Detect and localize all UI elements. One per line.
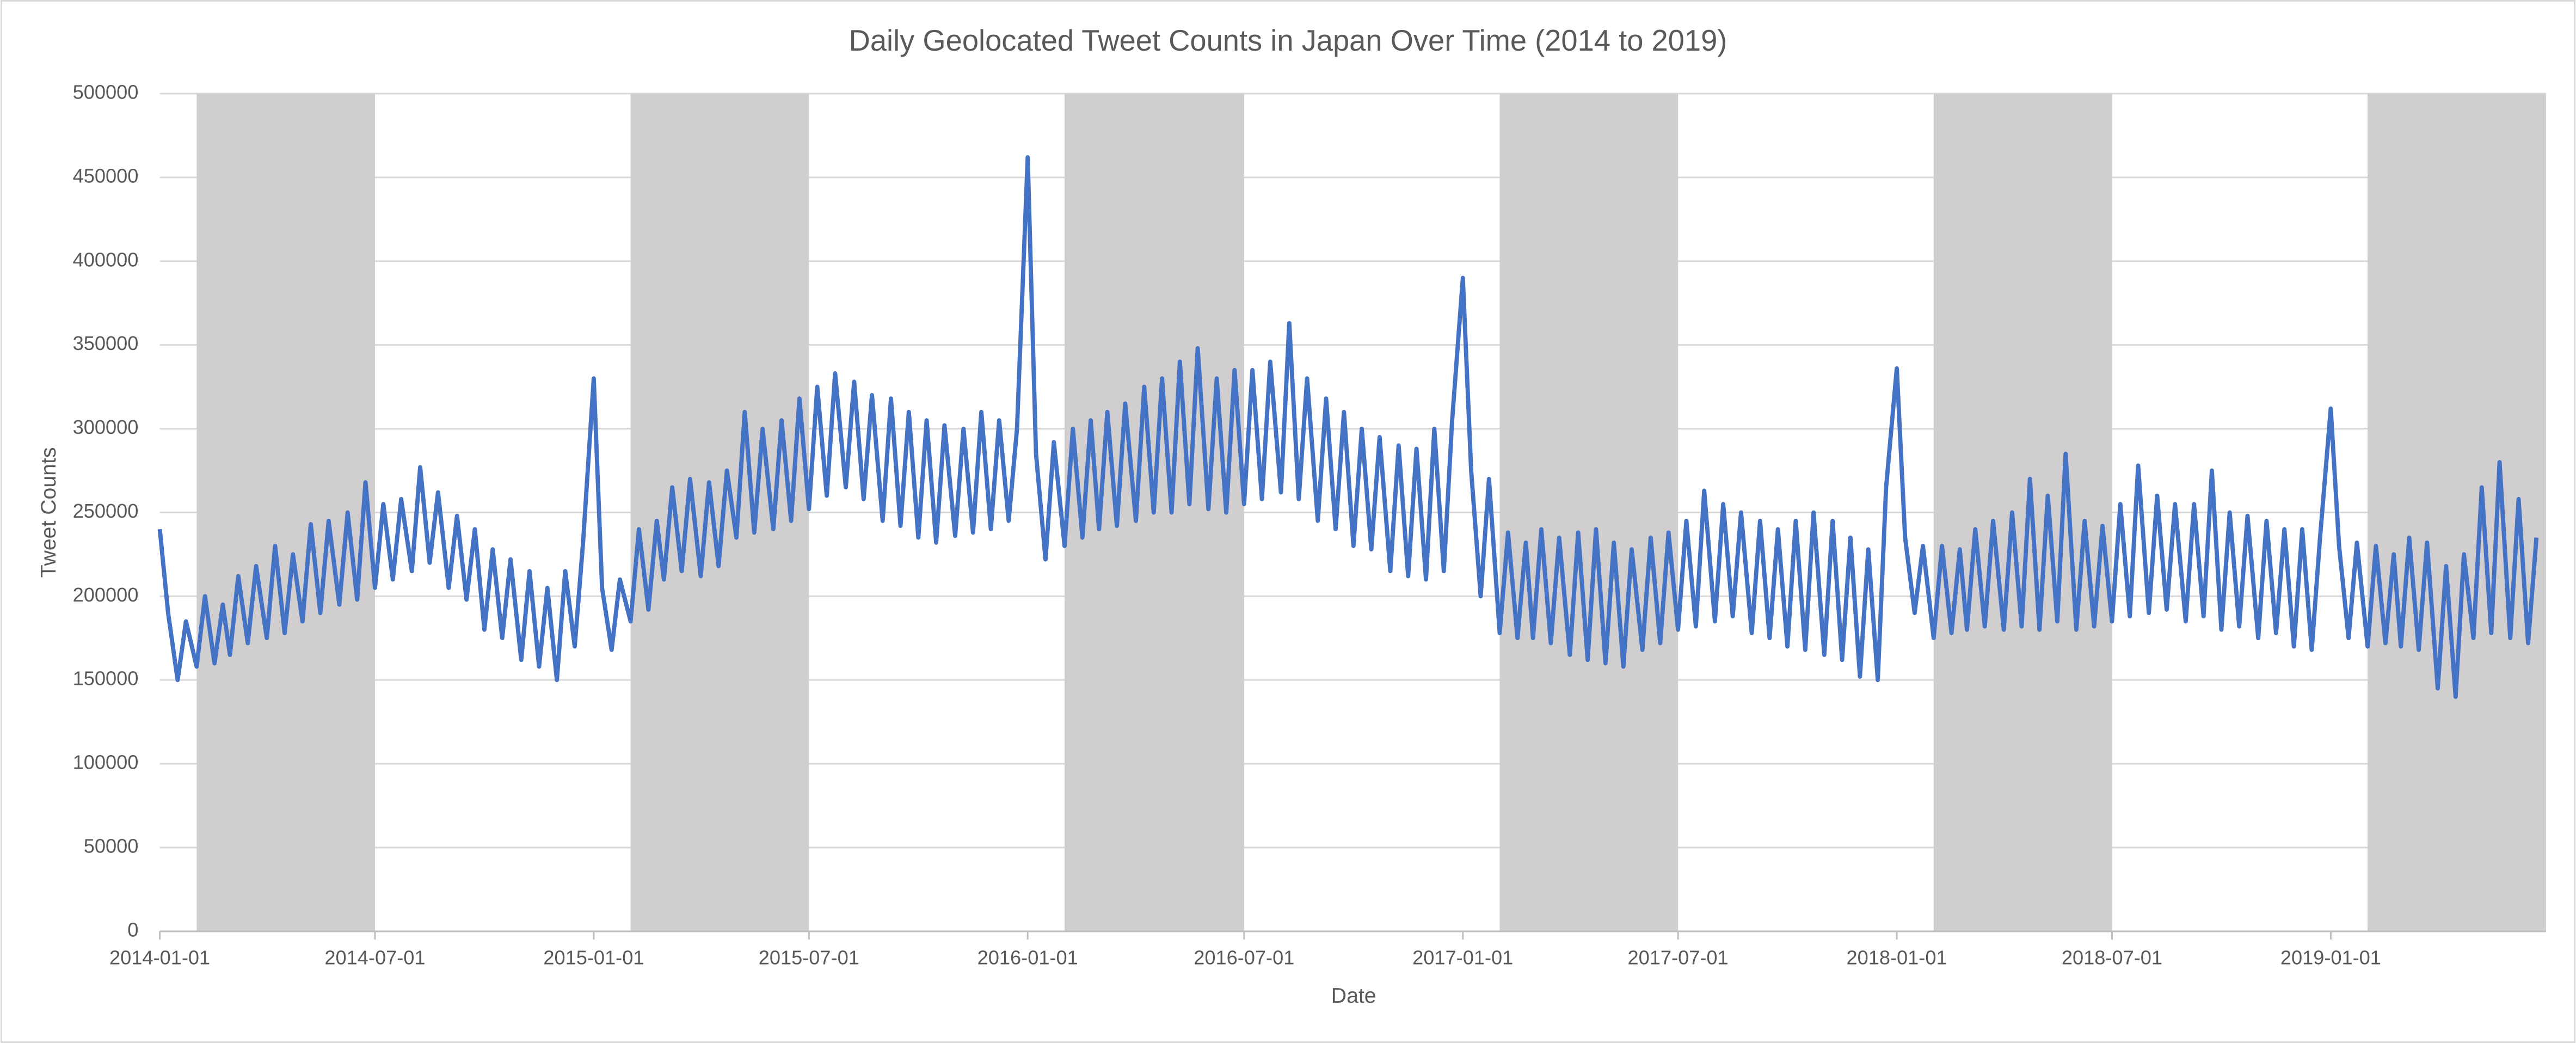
y-tick-label: 0 <box>127 918 138 941</box>
x-axis-title: Date <box>1331 984 1376 1008</box>
x-tick-label: 2018-01-01 <box>1847 947 1947 969</box>
x-tick-label: 2014-07-01 <box>324 947 425 969</box>
y-tick-label: 200000 <box>73 584 139 606</box>
x-tick-label: 2018-07-01 <box>2062 947 2162 969</box>
y-tick-label: 100000 <box>73 751 139 774</box>
x-tick-label: 2014-01-01 <box>109 947 210 969</box>
y-tick-label: 250000 <box>73 500 139 522</box>
x-tick-label: 2015-01-01 <box>543 947 644 969</box>
y-tick-label: 300000 <box>73 416 139 438</box>
axis-layer: 0 50000 100000 150000 200000 250000 300000 3500… <box>73 81 2546 969</box>
x-tick-label: 2017-01-01 <box>1412 947 1513 969</box>
y-tick-label: 50000 <box>84 835 139 857</box>
shaded-band <box>1933 93 2112 931</box>
shaded-band <box>630 93 809 931</box>
y-tick-label: 450000 <box>73 164 139 187</box>
x-tick-label: 2017-07-01 <box>1628 947 1729 969</box>
y-tick-label: 500000 <box>73 81 139 103</box>
data-line <box>157 155 2539 699</box>
x-tick-label: 2016-07-01 <box>1194 947 1294 969</box>
shaded-band <box>1499 93 1679 931</box>
x-tick-label: 2019-01-01 <box>2280 947 2381 969</box>
y-tick-label: 150000 <box>73 667 139 690</box>
y-tick-label: 350000 <box>73 332 139 354</box>
chart-title: Daily Geolocated Tweet Counts in Japan O… <box>849 24 1727 57</box>
series-layer <box>157 155 2539 699</box>
x-tick-label: 2016-01-01 <box>977 947 1078 969</box>
shaded-band <box>196 93 375 931</box>
y-axis-title: Tweet Counts <box>36 447 60 578</box>
x-tick-label: 2015-07-01 <box>759 947 859 969</box>
y-tick-label: 400000 <box>73 248 139 271</box>
